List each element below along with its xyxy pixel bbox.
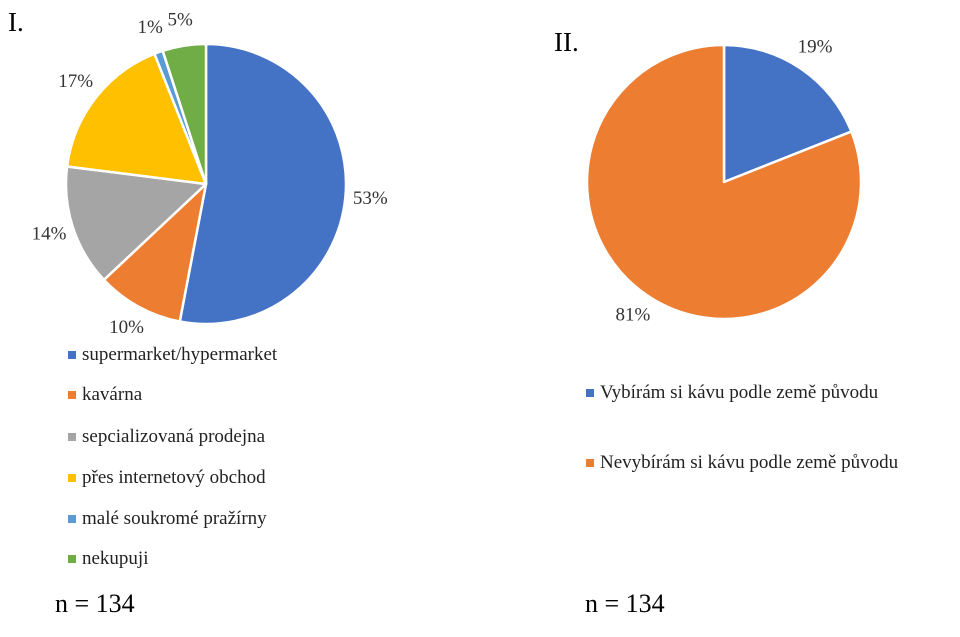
legend-label: přes internetový obchod [82, 467, 266, 488]
legend-swatch [586, 459, 594, 467]
data-label: 53% [353, 188, 388, 209]
legend-item: supermarket/hypermarket [68, 343, 368, 367]
legend-swatch [68, 515, 76, 523]
legend-swatch [68, 433, 76, 441]
sample-size: n = 134 [585, 589, 665, 618]
sample-size: n = 134 [55, 589, 135, 618]
legend-item: přes internetový obchod [68, 466, 368, 490]
legend-label: kavárna [82, 384, 143, 405]
pie-slice [722, 43, 853, 184]
data-label: 1% [137, 17, 163, 38]
pie-slice [102, 182, 208, 323]
pie-slice [178, 42, 348, 326]
legend-label: malé soukromé pražírny [82, 508, 267, 529]
legend-swatch [68, 391, 76, 399]
legend-item: malé soukromé pražírny [68, 507, 368, 531]
pie-slice [585, 43, 863, 321]
legend-swatch [68, 474, 76, 482]
pie-slice [65, 52, 208, 186]
legend-item: Vybírám si kávu podle země původu [586, 381, 946, 405]
legend-item: Nevybírám si kávu podle země původu [586, 451, 946, 475]
legend-swatch [68, 555, 76, 563]
legend-label: Nevybírám si kávu podle země původu [600, 452, 899, 473]
data-label: 81% [616, 304, 651, 325]
legend-label: supermarket/hypermarket [82, 344, 278, 365]
pie-slice [161, 42, 208, 186]
data-label: 10% [109, 317, 144, 338]
data-label: 14% [32, 223, 67, 244]
legend-swatch [68, 351, 76, 359]
legend-item: sepcializovaná prodejna [68, 425, 368, 449]
legend-item: nekupuji [68, 547, 368, 571]
legend-label: sepcializovaná prodejna [82, 426, 266, 447]
chart-title: II. [554, 27, 579, 57]
data-label: 17% [58, 71, 93, 92]
data-label: 19% [798, 36, 833, 57]
data-label: 5% [168, 9, 194, 30]
legend-swatch [586, 389, 594, 397]
legend-label: Vybírám si kávu podle země původu [600, 382, 879, 403]
pie-slice [64, 165, 208, 282]
legend-item: kavárna [68, 383, 368, 407]
chart-title: I. [8, 7, 24, 37]
legend-label: nekupuji [82, 548, 149, 569]
